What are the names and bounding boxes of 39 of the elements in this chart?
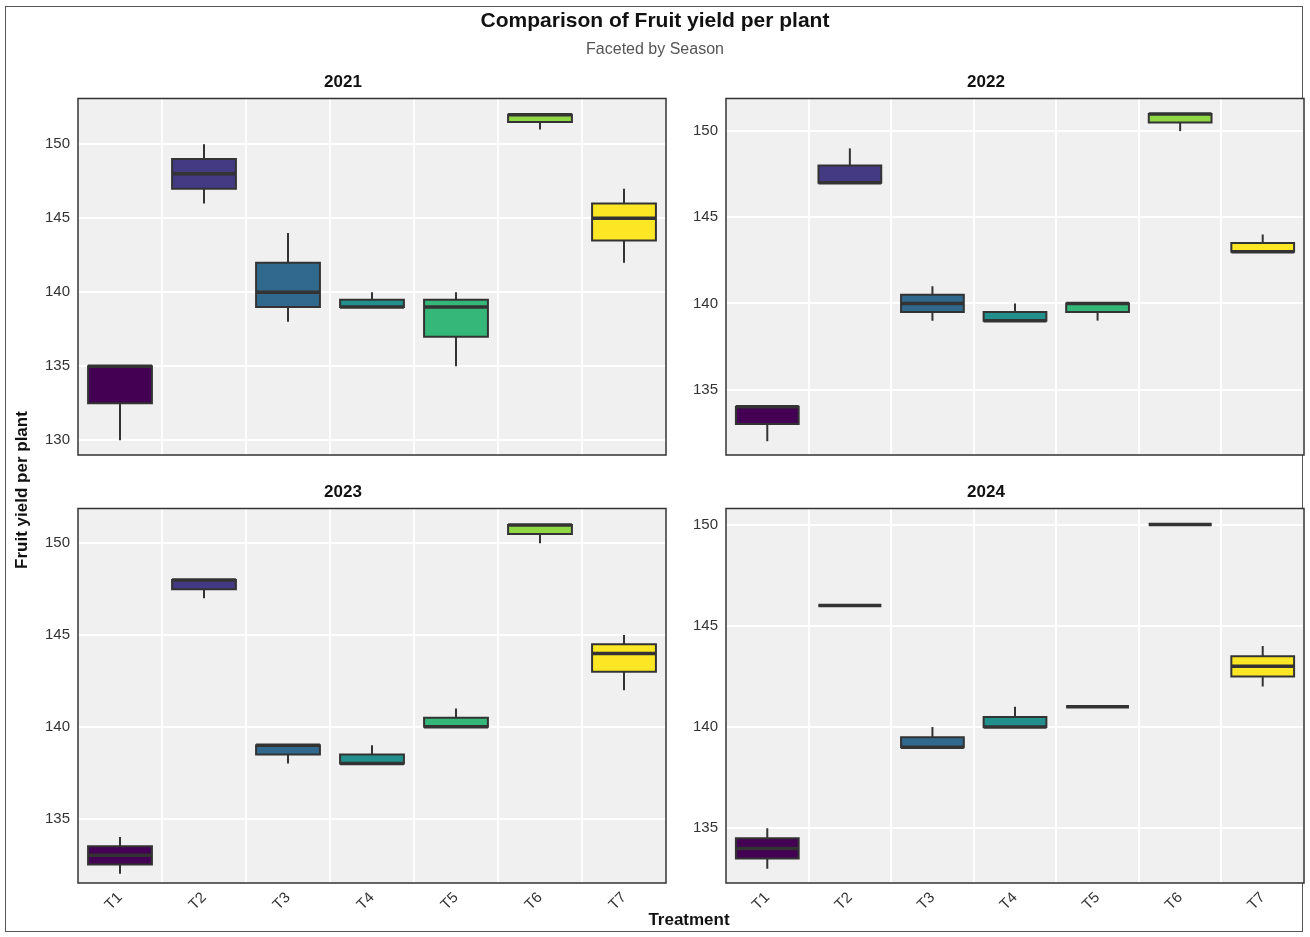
x-tick-label: T1: [100, 888, 126, 913]
x-tick-label: T2: [184, 888, 210, 913]
y-tick-label: 150: [692, 121, 718, 139]
y-tick-label: 135: [44, 356, 70, 374]
y-tick-label: 150: [44, 134, 70, 152]
y-tick-label: 135: [692, 818, 718, 836]
x-tick-label: T4: [995, 888, 1021, 913]
y-tick-label: 145: [692, 615, 718, 633]
x-tick-label: T4: [352, 888, 378, 913]
y-tick-label: 140: [44, 717, 70, 734]
y-tick-label: 130: [44, 430, 70, 448]
y-tick-label: 145: [44, 625, 70, 643]
y-tick-label: 140: [44, 282, 70, 300]
x-axis-title: Treatment: [648, 910, 730, 930]
y-tick-label: 140: [692, 717, 718, 735]
chart-title: 2023: [324, 481, 362, 501]
y-tick-label: 140: [692, 293, 718, 311]
x-tick-label: T2: [830, 888, 855, 913]
y-tick-label: 145: [692, 207, 718, 225]
x-tick-label: T3: [913, 888, 938, 913]
y-tick-label: 145: [44, 208, 70, 226]
x-tick-label: T1: [747, 888, 773, 913]
y-tick-label: 135: [44, 808, 70, 826]
chart-title: 2024: [967, 481, 1006, 501]
chart-title: 2021: [324, 71, 362, 91]
x-tick-label: T3: [268, 888, 294, 913]
x-tick-label: T6: [520, 888, 546, 913]
x-tick-label: T5: [1078, 888, 1103, 913]
y-tick-label: 150: [44, 533, 70, 551]
x-tick-label: T7: [604, 888, 630, 913]
text: Comparison of Fruit yield per plant: [479, 8, 831, 32]
chart-title: 2022: [967, 71, 1005, 91]
x-tick-label: T6: [1160, 888, 1186, 913]
x-tick-label: T5: [436, 888, 462, 913]
text: Faceted by Season: [585, 40, 725, 58]
y-tick-label: 135: [692, 379, 718, 397]
y-axis-title: Fruit yield per plant: [12, 411, 32, 569]
y-tick-label: 150: [692, 514, 718, 532]
x-tick-label: T7: [1243, 888, 1268, 913]
